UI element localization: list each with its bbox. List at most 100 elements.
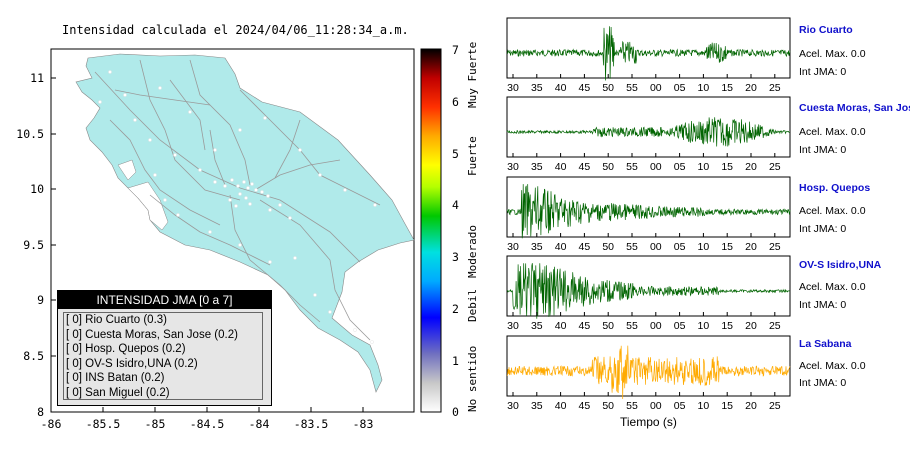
time-tick-label: 25 (769, 320, 781, 332)
time-tick-label: 50 (602, 82, 614, 94)
x-tick: -83 (353, 417, 374, 431)
waveform-frame (506, 17, 791, 79)
station-name: Hosp. Quepos (799, 182, 871, 194)
cb-tick: 4 (452, 198, 459, 212)
station-jma: Int JMA: 0 (799, 299, 847, 311)
time-tick-label: 15 (721, 400, 733, 412)
intensity-legend: INTENSIDAD JMA [0 a 7] [ 0] Rio Cuarto (… (57, 290, 272, 406)
time-tick-label: 50 (602, 320, 614, 332)
time-tick-label: 45 (579, 161, 591, 173)
time-tick-label: 55 (626, 82, 638, 94)
x-tick: -86 (41, 417, 62, 431)
time-tick-label: 25 (769, 82, 781, 94)
legend-item: [ 0] INS Batan (0.2) (66, 372, 165, 384)
station-acc: Acel. Max. 0.0 (799, 126, 866, 138)
y-tick: 10 (30, 182, 44, 196)
time-tick-label: 30 (507, 161, 519, 173)
station-name: Rio Cuarto (799, 24, 853, 36)
waveform-panel: 30 35 40 45 50 55 00 05 10 15 20 25 (506, 335, 791, 412)
time-tick-label: 45 (579, 241, 591, 253)
costa-rica-land (75, 53, 415, 393)
waveform-panel: 30 35 40 45 50 55 00 05 10 15 20 25 (506, 176, 791, 253)
time-tick-label: 55 (626, 320, 638, 332)
time-tick-label: 25 (769, 400, 781, 412)
time-tick-label: 10 (698, 161, 710, 173)
time-tick-label: 20 (745, 320, 757, 332)
time-tick-label: 00 (650, 161, 662, 173)
station-name: La Sabana (799, 338, 852, 350)
time-tick-label: 15 (721, 241, 733, 253)
road-network (94, 59, 381, 341)
legend-item: [ 0] Hosp. Quepos (0.2) (66, 343, 186, 355)
time-tick-label: 35 (531, 82, 543, 94)
cb-tick: 5 (452, 147, 459, 161)
time-tick-label: 20 (745, 82, 757, 94)
time-tick-label: 15 (721, 161, 733, 173)
station-acc: Acel. Max. 0.0 (799, 48, 866, 60)
y-tick: 8.5 (23, 349, 44, 363)
time-tick-label: 55 (626, 400, 638, 412)
time-tick-label: 55 (626, 161, 638, 173)
legend-header: INTENSIDAD JMA [0 a 7] (58, 291, 271, 309)
station-name: OV-S Isidro,UNA (799, 259, 882, 271)
cb-tick: 2 (452, 302, 459, 316)
waveform-panel: 30 35 40 45 50 55 00 05 10 15 20 25 (506, 96, 791, 173)
time-tick-label: 15 (721, 82, 733, 94)
time-tick-label: 35 (531, 320, 543, 332)
time-tick-label: 30 (507, 82, 519, 94)
time-tick-label: 35 (531, 241, 543, 253)
colorbar: 0 1 2 3 4 5 6 7 No sentido Debil Moderad… (420, 42, 479, 419)
time-tick-label: 30 (507, 320, 519, 332)
station-acc: Acel. Max. 0.0 (799, 281, 866, 293)
cb-label: Muy Fuerte (466, 42, 479, 108)
time-tick-label: 00 (650, 241, 662, 253)
station-acc: Acel. Max. 0.0 (799, 205, 866, 217)
time-tick-label: 50 (602, 241, 614, 253)
time-tick-label: 35 (531, 400, 543, 412)
time-tick-label: 50 (602, 400, 614, 412)
y-tick: 9.5 (23, 238, 44, 252)
time-tick-label: 20 (745, 241, 757, 253)
legend-item: [ 0] Rio Cuarto (0.3) (66, 314, 167, 326)
time-tick-label: 30 (507, 241, 519, 253)
time-tick-label: 40 (555, 161, 567, 173)
waveform-panel: 30 35 40 45 50 55 00 05 10 15 20 25 (506, 255, 791, 332)
station-jma: Int JMA: 0 (799, 223, 847, 235)
waveform-trace (506, 26, 791, 81)
cb-tick: 0 (452, 405, 459, 419)
cb-tick: 1 (452, 354, 459, 368)
cb-label: No sentido (466, 346, 479, 412)
time-tick-label: 10 (698, 320, 710, 332)
time-tick-label: 05 (674, 161, 686, 173)
cb-tick: 7 (452, 43, 459, 57)
x-tick: -84.5 (190, 417, 225, 431)
time-tick-label: 15 (721, 320, 733, 332)
legend-item: [ 0] Cuesta Moras, San Jose (0.2) (66, 328, 238, 341)
time-tick-label: 50 (602, 161, 614, 173)
time-tick-label: 00 (650, 82, 662, 94)
time-tick-label: 40 (555, 82, 567, 94)
time-tick-label: 45 (579, 320, 591, 332)
time-tick-label: 05 (674, 320, 686, 332)
waveform-trace (506, 263, 791, 319)
cb-tick: 6 (452, 95, 459, 109)
station-dots (98, 70, 377, 344)
station-acc: Acel. Max. 0.0 (799, 360, 866, 372)
map-title: Intensidad calculada el 2024/04/06_11:28… (62, 23, 409, 37)
y-tick: 9 (37, 293, 44, 307)
time-tick-label: 30 (507, 400, 519, 412)
waveform-trace (506, 117, 791, 147)
time-tick-label: 05 (674, 82, 686, 94)
x-tick: -83.5 (294, 417, 329, 431)
time-tick-label: 35 (531, 161, 543, 173)
time-tick-label: 45 (579, 82, 591, 94)
waveform-trace (506, 345, 791, 400)
time-tick-label: 10 (698, 241, 710, 253)
station-jma: Int JMA: 0 (799, 144, 847, 156)
station-jma: Int JMA: 0 (799, 377, 847, 389)
legend-item: [ 0] San Miguel (0.2) (66, 386, 170, 399)
cb-label: Debil (466, 289, 479, 322)
y-tick: 11 (30, 71, 44, 85)
waveform-frame (506, 96, 791, 158)
cb-label: Moderado (466, 225, 479, 278)
